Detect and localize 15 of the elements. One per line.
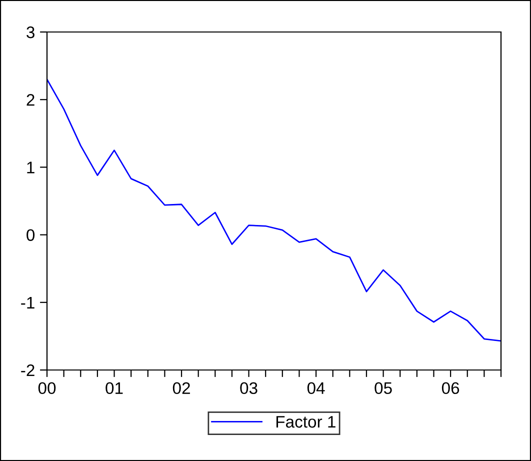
y-tick-label: -1 [21,296,34,308]
x-tick-label: 00 [38,382,56,394]
y-tick-label: 1 [27,162,34,174]
x-tick-label: 02 [172,382,190,394]
line-series [47,78,501,342]
x-tick-label: 01 [106,382,123,394]
y-tick-label: -2 [21,364,34,376]
x-tick-label: 04 [307,382,325,394]
x-tick-label: 06 [442,382,460,394]
y-tick-label: 0 [26,229,35,242]
legend-label: Factor 1 [276,416,336,428]
y-tick-label: 2 [26,94,34,106]
x-tick-label: 05 [374,382,392,394]
y-tick-label: 3 [26,26,34,38]
x-tick-label: 03 [240,382,258,394]
